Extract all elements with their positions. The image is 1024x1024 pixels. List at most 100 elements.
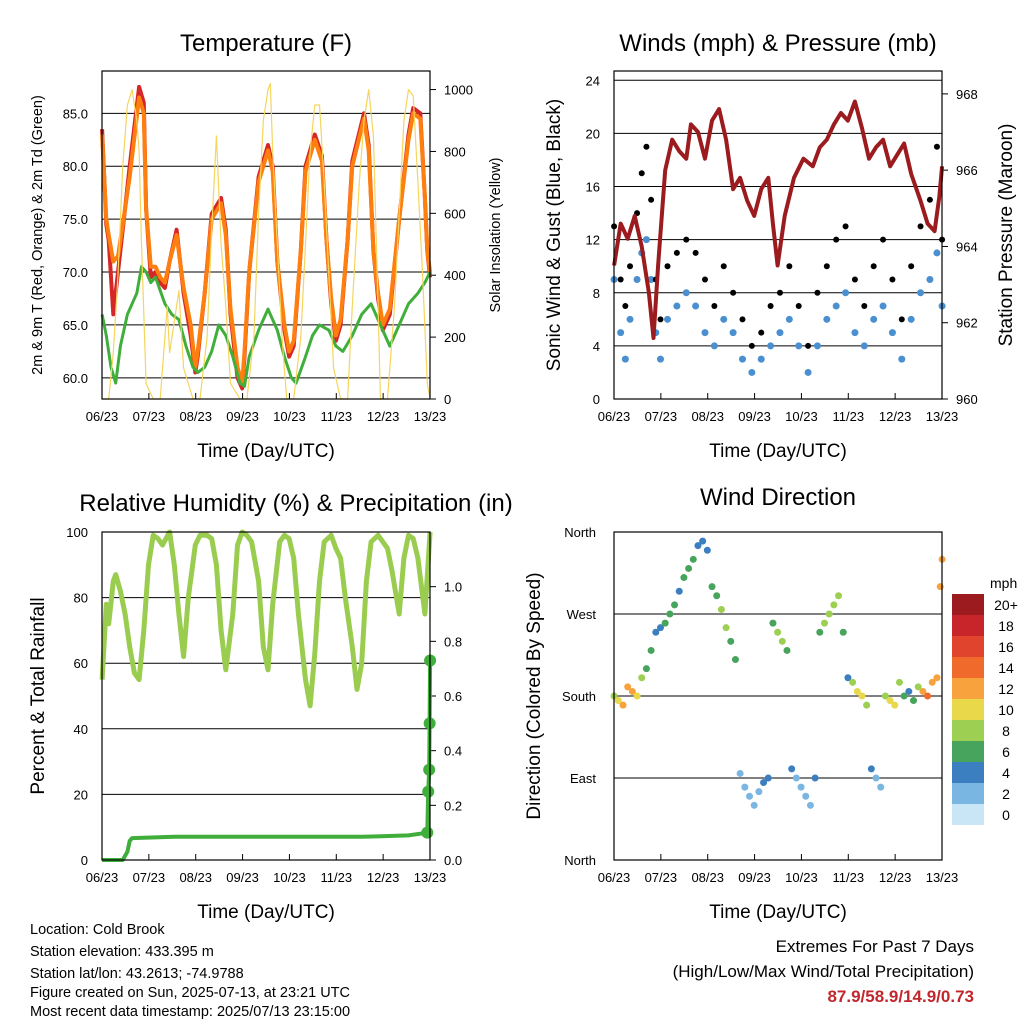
wind-point xyxy=(851,329,859,337)
x-tick-label: 09/23 xyxy=(738,409,771,424)
x-axis-label: Time (Day/UTC) xyxy=(197,441,335,462)
wind-point xyxy=(617,329,625,337)
x-tick-label: 13/23 xyxy=(414,870,447,885)
direction-point xyxy=(802,792,810,800)
wind-point xyxy=(621,355,629,363)
y-tick-label: 40 xyxy=(74,722,88,737)
y-tick-label: North xyxy=(564,525,596,540)
direction-point xyxy=(661,619,669,627)
wind-point xyxy=(860,342,868,350)
direction-point xyxy=(858,692,866,700)
wind-point xyxy=(786,263,793,270)
direction-point xyxy=(614,697,622,705)
legend-label: 18 xyxy=(998,618,1014,634)
series-line xyxy=(612,99,945,340)
wind-point xyxy=(776,289,783,296)
y-axis-label: Direction (Colored By Speed) xyxy=(524,572,545,819)
direction-point xyxy=(722,624,730,632)
wind-point xyxy=(692,302,700,310)
wind-point xyxy=(710,342,718,350)
y2-tick-label: 0.0 xyxy=(444,853,462,868)
x-tick-label: 12/23 xyxy=(879,870,912,885)
chart-title: Temperature (F) xyxy=(180,30,352,57)
y2-axis-label: Station Pressure (Maroon) xyxy=(996,124,1017,347)
wind-point xyxy=(739,316,746,323)
wind-point xyxy=(757,355,765,363)
wind-point xyxy=(656,355,664,363)
direction-point xyxy=(886,697,894,705)
y2-tick-label: 1.0 xyxy=(444,580,462,595)
wind-point xyxy=(729,329,737,337)
created-text: Figure created on Sun, 2025-07-13, at 23… xyxy=(30,985,350,1001)
direction-point xyxy=(891,701,899,709)
direction-point xyxy=(816,628,824,636)
x-tick-label: 08/23 xyxy=(691,870,724,885)
direction-point xyxy=(647,646,655,654)
wind-point xyxy=(701,276,708,283)
y-tick-label: 8 xyxy=(593,286,600,301)
legend-swatch xyxy=(952,636,984,657)
direction-point xyxy=(936,583,944,591)
x-tick-label: 11/23 xyxy=(320,409,352,424)
elevation-text: Station elevation: 433.395 m xyxy=(30,944,214,960)
wind-point xyxy=(617,276,624,283)
x-tick-label: 06/23 xyxy=(598,870,631,885)
direction-point xyxy=(769,619,777,627)
legend-swatch xyxy=(952,594,984,615)
direction-point xyxy=(797,783,805,791)
winds-pressure-panel: Winds (mph) & Pressure (mb) 0 4 8 12 16 20 24 96… xyxy=(544,30,1017,462)
wind-point xyxy=(832,302,840,310)
wind-point xyxy=(738,355,746,363)
y-axis-label: Sonic Wind & Gust (Blue, Black) xyxy=(544,99,565,371)
x-tick-label: 10/23 xyxy=(785,870,818,885)
wind-point xyxy=(622,303,629,310)
x-tick-label: 12/23 xyxy=(367,870,400,885)
wind-point xyxy=(785,315,793,323)
recent-data-text: Most recent data timestamp: 2025/07/13 2… xyxy=(30,1004,351,1020)
direction-point xyxy=(731,656,739,664)
direction-point xyxy=(736,769,744,777)
y-tick-label: 80 xyxy=(74,591,88,606)
y2-tick-label: 0 xyxy=(444,392,451,407)
direction-point xyxy=(867,765,875,773)
legend-swatch xyxy=(952,699,984,720)
direction-point xyxy=(778,637,786,645)
wind-point xyxy=(648,196,655,203)
extremes-subtitle: (High/Low/Max Wind/Total Precipitation) xyxy=(672,962,974,981)
x-tick-label: 09/23 xyxy=(226,409,259,424)
direction-point xyxy=(792,774,800,782)
y-tick-label: 12 xyxy=(586,233,600,248)
plot-frame xyxy=(101,531,431,861)
y2-tick-label: 0.4 xyxy=(444,744,462,759)
location-text: Location: Cold Brook xyxy=(30,922,165,938)
legend-label: 6 xyxy=(1002,744,1010,760)
wind-point xyxy=(776,329,784,337)
direction-point xyxy=(746,792,754,800)
y2-tick-label: 0.8 xyxy=(444,634,462,649)
x-tick-label: 07/23 xyxy=(645,409,678,424)
wind-point xyxy=(795,303,802,310)
wind-point xyxy=(720,263,727,270)
y-tick-label: West xyxy=(567,607,597,622)
wind-point xyxy=(889,276,896,283)
wind-point xyxy=(926,196,933,203)
y-axis-label: Percent & Total Rainfall xyxy=(28,597,49,794)
wind-point xyxy=(908,263,915,270)
wind-point xyxy=(626,315,634,323)
wind-point xyxy=(870,263,877,270)
direction-point xyxy=(699,537,707,545)
wind-point xyxy=(842,223,849,230)
y2-tick-label: 962 xyxy=(956,316,978,331)
x-axis-label: Time (Day/UTC) xyxy=(709,441,847,462)
legend-swatch xyxy=(952,762,984,783)
direction-point xyxy=(895,678,903,686)
y2-tick-label: 960 xyxy=(956,392,978,407)
direction-point xyxy=(764,774,772,782)
wind-point xyxy=(823,263,830,270)
direction-point xyxy=(652,628,660,636)
wind-point xyxy=(917,289,925,297)
x-tick-label: 11/23 xyxy=(832,409,864,424)
direction-point xyxy=(675,587,683,595)
wind-point xyxy=(638,170,645,177)
wind-point xyxy=(842,289,850,297)
